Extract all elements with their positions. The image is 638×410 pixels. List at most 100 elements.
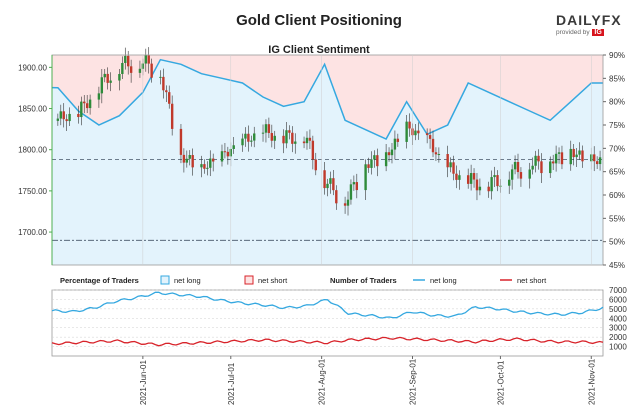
count-tick-label: 2000 (609, 333, 627, 342)
candle-down (466, 175, 470, 184)
candle-up (557, 152, 561, 154)
candle-up (370, 159, 373, 168)
candle-up (575, 154, 578, 158)
candle-down (226, 151, 230, 157)
candle-up (458, 175, 461, 180)
percent-tick-label: 75% (609, 121, 625, 130)
candle-down (376, 155, 379, 167)
candle-up (97, 93, 101, 100)
percent-tick-label: 90% (609, 51, 625, 60)
candle-down (417, 130, 420, 134)
candle-down (595, 161, 599, 165)
candle-up (329, 178, 332, 184)
candle-up (68, 113, 71, 122)
legend-title-number: Number of Traders (330, 276, 397, 285)
candle-up (138, 68, 142, 73)
candle-up (510, 169, 514, 180)
chart-title: Gold Client Positioning (236, 12, 402, 29)
candle-down (267, 124, 271, 134)
candle-up (531, 165, 534, 170)
candle-up (250, 140, 253, 142)
candle-down (302, 141, 306, 144)
candle-up (253, 133, 256, 141)
candle-up (352, 182, 356, 185)
legend-title-percentage: Percentage of Traders (60, 276, 139, 285)
candle-up (185, 158, 189, 163)
price-tick-label: 1800.00 (18, 146, 47, 155)
candle-down (106, 73, 109, 83)
candle-up (513, 161, 517, 170)
candle-up (534, 155, 537, 166)
legend-label-net-long-pct: net long (174, 276, 201, 285)
candle-up (508, 179, 511, 186)
candle-down (475, 179, 479, 191)
candle-up (490, 177, 493, 192)
candle-down (223, 151, 227, 153)
candle-down (540, 161, 543, 174)
candle-up (264, 124, 268, 133)
candle-up (261, 132, 265, 134)
candle-up (200, 164, 203, 168)
candle-up (549, 161, 552, 174)
percent-tick-label: 65% (609, 168, 625, 177)
net-short-count-line (51, 336, 604, 347)
candle-up (384, 152, 388, 167)
legend-swatch-net-short (244, 275, 254, 285)
candle-down (179, 128, 183, 155)
candle-down (487, 186, 490, 192)
candle-down (343, 203, 347, 206)
candle-down (314, 159, 317, 171)
candle-down (496, 175, 499, 187)
candle-down (62, 111, 65, 120)
candle-down (291, 132, 294, 144)
candle-down (408, 121, 411, 129)
percent-tick-label: 60% (609, 191, 625, 200)
candle-up (478, 186, 482, 191)
candle-down (396, 138, 400, 142)
candle-up (100, 77, 104, 94)
candle-up (569, 148, 572, 165)
candle-down (308, 137, 312, 141)
candle-down (83, 101, 86, 104)
candle-down (282, 135, 285, 144)
candle-down (168, 92, 171, 104)
candle-up (414, 130, 417, 136)
count-tick-label: 4000 (609, 314, 627, 323)
percent-tick-label: 45% (609, 261, 625, 270)
candle-up (188, 155, 191, 159)
candle-down (85, 103, 89, 109)
net-long-count-line (51, 291, 604, 319)
candle-down (367, 164, 370, 168)
candle-up (159, 76, 162, 78)
candle-down (288, 130, 291, 133)
x-tick-label: 2021-Jun-01 (139, 360, 148, 405)
legend-label-net-short-pct: net short (258, 276, 288, 285)
candle-down (147, 55, 150, 64)
x-tick-label: 2021-Nov-01 (587, 358, 596, 405)
candle-up (346, 199, 350, 206)
candle-down (519, 172, 523, 179)
x-tick-label: 2021-Oct-01 (496, 360, 505, 405)
logo-provided-by-text: provided by (556, 29, 590, 36)
candle-up (554, 153, 558, 164)
percent-tick-label: 55% (609, 214, 625, 223)
candle-up (103, 73, 106, 78)
candle-up (349, 184, 353, 200)
candle-up (124, 55, 127, 63)
candle-up (364, 164, 367, 191)
candle-up (209, 158, 212, 168)
candle-down (537, 155, 540, 162)
candle-down (150, 63, 153, 78)
candle-down (203, 164, 206, 169)
percent-tick-label: 85% (609, 74, 625, 83)
candle-down (323, 170, 326, 189)
candle-down (165, 90, 168, 93)
candle-up (80, 101, 83, 118)
candle-up (528, 169, 531, 179)
candle-down (129, 66, 133, 73)
candle-down (387, 152, 391, 156)
candle-up (220, 151, 224, 162)
candle-up (294, 141, 297, 144)
count-tick-label: 5000 (609, 305, 627, 314)
candle-down (247, 133, 250, 142)
